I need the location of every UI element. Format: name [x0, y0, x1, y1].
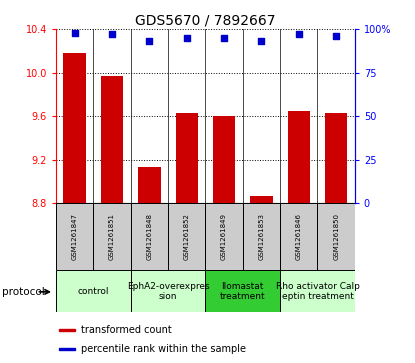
- Text: Rho activator Calp
eptin treatment: Rho activator Calp eptin treatment: [276, 282, 359, 301]
- Text: protocol: protocol: [2, 287, 45, 297]
- Text: transformed count: transformed count: [81, 325, 172, 335]
- Bar: [205, 203, 243, 270]
- Bar: [63, 53, 86, 203]
- Bar: [288, 111, 310, 203]
- Bar: [131, 203, 168, 270]
- Bar: [131, 270, 205, 312]
- Text: control: control: [78, 287, 109, 296]
- Bar: [168, 203, 205, 270]
- Text: GSM1261846: GSM1261846: [296, 213, 302, 260]
- Point: [183, 35, 190, 41]
- Bar: [93, 203, 131, 270]
- Bar: [280, 203, 317, 270]
- Point: [146, 38, 153, 44]
- Text: GSM1261847: GSM1261847: [72, 213, 78, 260]
- Point: [109, 31, 115, 37]
- Bar: [205, 270, 280, 312]
- Point: [333, 33, 339, 39]
- Bar: [101, 76, 123, 203]
- Bar: [59, 348, 76, 350]
- Point: [295, 31, 302, 37]
- Point: [258, 38, 265, 44]
- Bar: [280, 270, 355, 312]
- Text: GSM1261852: GSM1261852: [184, 213, 190, 260]
- Bar: [250, 196, 273, 203]
- Bar: [317, 203, 355, 270]
- Text: GSM1261849: GSM1261849: [221, 213, 227, 260]
- Bar: [325, 113, 347, 203]
- Bar: [56, 203, 93, 270]
- Text: GSM1261848: GSM1261848: [146, 213, 152, 260]
- Bar: [59, 329, 76, 331]
- Bar: [138, 167, 161, 203]
- Bar: [176, 113, 198, 203]
- Text: Ilomastat
treatment: Ilomastat treatment: [220, 282, 266, 301]
- Text: percentile rank within the sample: percentile rank within the sample: [81, 344, 247, 354]
- Title: GDS5670 / 7892667: GDS5670 / 7892667: [135, 14, 276, 28]
- Text: EphA2-overexpres
sion: EphA2-overexpres sion: [127, 282, 210, 301]
- Bar: [56, 270, 131, 312]
- Bar: [243, 203, 280, 270]
- Text: GSM1261853: GSM1261853: [259, 213, 264, 260]
- Point: [221, 35, 227, 41]
- Text: GSM1261851: GSM1261851: [109, 213, 115, 260]
- Text: GSM1261850: GSM1261850: [333, 213, 339, 260]
- Point: [71, 30, 78, 36]
- Bar: [213, 116, 235, 203]
